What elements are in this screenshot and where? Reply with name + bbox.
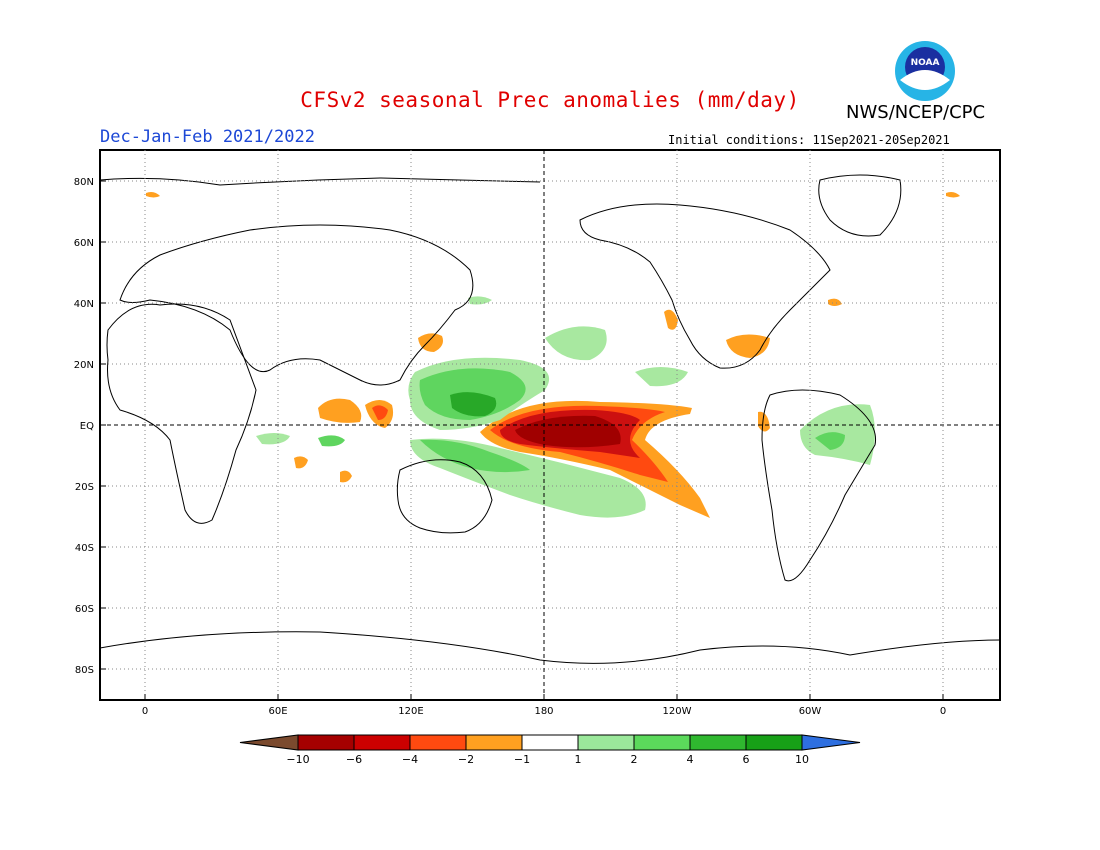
lat-label: 40N xyxy=(74,299,94,310)
lat-label: 20S xyxy=(75,482,94,493)
anomaly-shading xyxy=(146,192,960,518)
lon-label: 0 xyxy=(142,706,148,717)
lon-label: 0 xyxy=(940,706,946,717)
spcz-wet-mid xyxy=(420,439,530,473)
colorbar-tick-label: 4 xyxy=(687,753,694,766)
colorbar-swatch xyxy=(409,734,467,751)
colorbar-tick-label: −2 xyxy=(458,753,474,766)
lat-label: 60N xyxy=(74,238,94,249)
npac-wet xyxy=(545,326,607,361)
australia-coast xyxy=(396,459,493,534)
south-america-coast xyxy=(761,389,877,582)
colorbar-swatch xyxy=(745,734,803,751)
colorbar-tick-label: −1 xyxy=(514,753,530,766)
chart-title: CFSv2 seasonal Prec anomalies (mm/day) xyxy=(300,88,800,112)
indian-wet-2 xyxy=(318,435,345,447)
greenland-coast xyxy=(818,174,902,237)
colorbar-swatch xyxy=(353,734,411,751)
colorbar-swatch xyxy=(297,734,355,751)
indian-dry-3 xyxy=(340,470,352,483)
coastlines xyxy=(99,174,1001,664)
africa-coast xyxy=(106,303,257,524)
lat-label: 60S xyxy=(75,604,94,615)
season-label: Dec-Jan-Feb 2021/2022 xyxy=(100,127,315,147)
colorbar: −10 −6 −4 −2 −1 1 2 4 6 10 xyxy=(239,734,861,766)
china-dry xyxy=(418,333,443,352)
lon-label: 120W xyxy=(663,706,692,717)
japan-wet xyxy=(468,296,492,305)
lon-label: 180 xyxy=(534,706,553,717)
lat-label: EQ xyxy=(80,421,94,432)
colorbar-tick-label: 1 xyxy=(575,753,582,766)
wpac-wet-dark xyxy=(450,392,497,417)
longitude-labels: 0 60E 120E 180 120W 60W 0 xyxy=(142,706,946,717)
lat-label: 80N xyxy=(74,177,94,188)
colorbar-tick-label: 6 xyxy=(743,753,750,766)
lon-label: 120E xyxy=(398,706,423,717)
colorbar-arrow-right xyxy=(801,734,861,751)
amazon-wet-mid xyxy=(815,432,845,450)
arctic-dry-2 xyxy=(946,192,960,198)
organization-label: NWS/NCEP/CPC xyxy=(846,102,986,123)
arctic-dry-1 xyxy=(146,192,160,198)
nw-atlantic-dry xyxy=(828,298,842,306)
noaa-logo-text: NOAA xyxy=(911,58,940,68)
initial-conditions-label: Initial conditions: 11Sep2021-20Sep2021 xyxy=(668,133,950,147)
indian-dry-2 xyxy=(294,456,308,469)
colorbar-arrow-left xyxy=(239,734,299,751)
indian-wet-1 xyxy=(256,433,290,445)
colorbar-tick-label: −6 xyxy=(346,753,362,766)
lat-label: 20N xyxy=(74,360,94,371)
lon-label: 60E xyxy=(268,706,287,717)
antarctica-coast xyxy=(99,631,1001,664)
west-us-dry xyxy=(664,309,678,330)
graticule xyxy=(100,150,1000,700)
colorbar-swatch xyxy=(689,734,747,751)
ecuador-dry xyxy=(758,411,770,432)
lat-label: 80S xyxy=(75,665,94,676)
colorbar-swatch xyxy=(633,734,691,751)
colorbar-tick-label: 2 xyxy=(631,753,638,766)
colorbar-swatch xyxy=(521,734,579,751)
colorbar-tick-label: −4 xyxy=(402,753,418,766)
lat-label: 40S xyxy=(75,543,94,554)
latitude-labels: 80N 60N 40N 20N EQ 20S 40S 60S 80S xyxy=(74,177,94,676)
indian-dry-1 xyxy=(318,398,362,423)
lon-label: 60W xyxy=(799,706,822,717)
europe-asia-coast xyxy=(119,224,474,386)
colorbar-swatch xyxy=(465,734,523,751)
gulf-dry xyxy=(726,334,770,358)
npac-wet-2 xyxy=(635,367,688,387)
colorbar-tick-label: 10 xyxy=(795,753,809,766)
colorbar-swatch xyxy=(577,734,635,751)
indonesia-dry-red xyxy=(372,405,388,420)
arctic-coast xyxy=(99,177,541,186)
noaa-logo: NOAA xyxy=(895,41,955,101)
north-america-coast xyxy=(579,203,831,369)
pacific-dry-darkred xyxy=(515,415,621,448)
colorbar-tick-label: −10 xyxy=(286,753,309,766)
